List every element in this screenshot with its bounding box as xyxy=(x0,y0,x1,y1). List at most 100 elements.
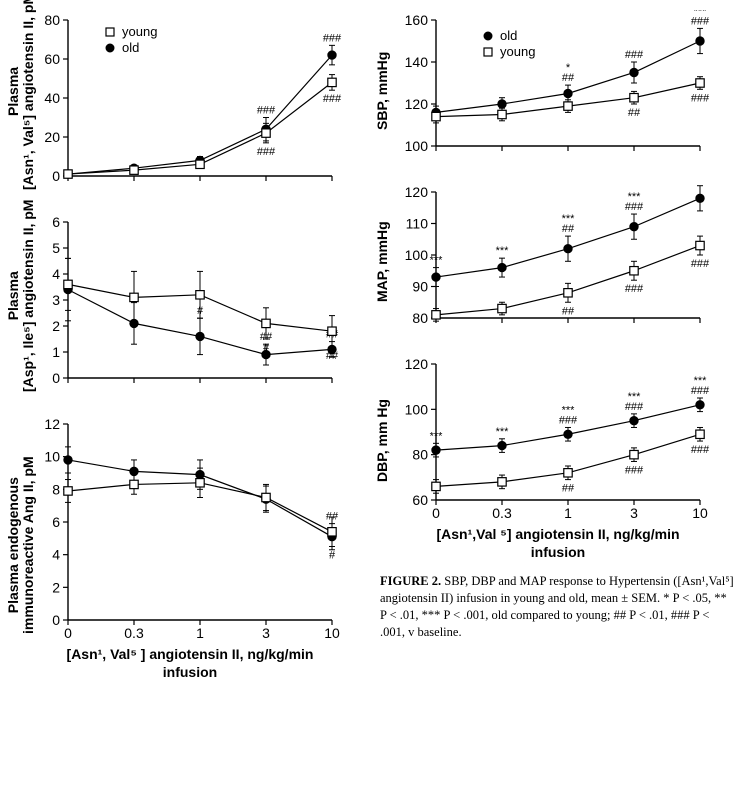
y-axis-label: SBP, mmHg xyxy=(374,52,390,130)
svg-text:80: 80 xyxy=(412,310,428,326)
ylabel-line2: immunoreactive Ang II, pM xyxy=(20,456,36,634)
svg-text:0: 0 xyxy=(64,625,72,641)
svg-text:##: ## xyxy=(326,350,339,362)
svg-text:###: ### xyxy=(625,283,644,295)
svg-text:5: 5 xyxy=(52,240,60,256)
svg-text:10: 10 xyxy=(692,505,708,521)
svg-text:3: 3 xyxy=(262,625,270,641)
svg-text:##: ## xyxy=(562,483,575,495)
svg-text:###: ### xyxy=(257,146,276,158)
left-panel-L1: Plasma[Asn¹, Val⁵] angiotensin II, pM020… xyxy=(10,10,370,200)
figure-page: Plasma[Asn¹, Val⁵] angiotensin II, pM020… xyxy=(0,0,748,790)
svg-text:0: 0 xyxy=(52,370,60,386)
x-axis-label-right: [Asn¹,Val ⁵] angiotensin II, ng/kg/minin… xyxy=(378,526,738,561)
svg-text:young: young xyxy=(122,24,157,39)
y-axis-label: Plasma[Asp¹, Ile⁵] angiotensin II, pM xyxy=(6,200,37,392)
svg-text:120: 120 xyxy=(405,96,429,112)
svg-text:###: ### xyxy=(625,49,644,61)
svg-text:120: 120 xyxy=(405,184,429,200)
svg-text:*: * xyxy=(566,62,571,74)
svg-text:###: ### xyxy=(691,182,710,185)
svg-text:160: 160 xyxy=(405,12,429,28)
svg-text:60: 60 xyxy=(44,51,60,67)
svg-text:140: 140 xyxy=(405,54,429,70)
y-axis-label: MAP, mmHg xyxy=(374,221,390,302)
y-axis-label: Plasma[Asn¹, Val⁵] angiotensin II, pM xyxy=(6,0,37,190)
svg-text:***: *** xyxy=(562,404,576,416)
svg-text:***: *** xyxy=(694,10,708,17)
x-axis-label-left: [Asn¹, Val⁵ ] angiotensin II, ng/kg/mini… xyxy=(10,646,370,681)
svg-text:90: 90 xyxy=(412,279,428,295)
right-panel-R1: SBP, mmHg100120140160oldyoung##*######**… xyxy=(378,10,738,170)
svg-text:old: old xyxy=(500,28,517,43)
svg-text:12: 12 xyxy=(44,416,60,432)
chart-R2: 8090100110120******##***###***###***####… xyxy=(378,182,718,342)
svg-text:###: ### xyxy=(691,444,710,456)
svg-text:***: *** xyxy=(628,391,642,403)
svg-text:###: ### xyxy=(257,105,276,117)
svg-text:3: 3 xyxy=(630,505,638,521)
svg-text:100: 100 xyxy=(405,247,429,263)
svg-text:120: 120 xyxy=(405,356,429,372)
svg-text:0: 0 xyxy=(52,612,60,628)
svg-text:***: *** xyxy=(562,213,576,225)
svg-text:###: ### xyxy=(323,32,342,44)
svg-text:###: ### xyxy=(323,93,342,105)
chart-L2: 0123456######## xyxy=(10,212,350,402)
svg-text:2: 2 xyxy=(52,579,60,595)
ylabel-line1: Plasma xyxy=(5,67,21,116)
caption-lead: FIGURE 2. xyxy=(380,574,441,588)
chart-R3: 608010012000.31310******###***###***###*… xyxy=(378,354,718,524)
chart-R1: 100120140160oldyoung##*######***##### xyxy=(378,10,718,170)
y-axis-label: Plasma endogenousimmunoreactive Ang II, … xyxy=(6,456,37,634)
svg-text:80: 80 xyxy=(44,12,60,28)
svg-text:60: 60 xyxy=(412,492,428,508)
svg-text:0.3: 0.3 xyxy=(492,505,512,521)
svg-text:6: 6 xyxy=(52,514,60,530)
left-panel-L2: Plasma[Asp¹, Ile⁵] angiotensin II, pM012… xyxy=(10,212,370,402)
right-panel-R3: DBP, mm Hg608010012000.31310******###***… xyxy=(378,354,738,561)
svg-text:100: 100 xyxy=(405,401,429,417)
left-panel-L3: Plasma endogenousimmunoreactive Ang II, … xyxy=(10,414,370,681)
y-axis-label: DBP, mm Hg xyxy=(374,399,390,482)
svg-text:80: 80 xyxy=(412,447,428,463)
svg-text:1: 1 xyxy=(52,344,60,360)
svg-text:6: 6 xyxy=(52,214,60,230)
svg-text:***: *** xyxy=(430,255,444,267)
svg-text:110: 110 xyxy=(406,216,429,232)
svg-text:old: old xyxy=(122,40,139,55)
ylabel-line2: [Asp¹, Ile⁵] angiotensin II, pM xyxy=(20,200,36,392)
svg-text:###: ### xyxy=(625,464,644,476)
svg-text:***: *** xyxy=(496,245,510,257)
svg-text:0: 0 xyxy=(432,505,440,521)
svg-text:1: 1 xyxy=(564,505,572,521)
svg-text:***: *** xyxy=(694,375,708,387)
svg-text:0.3: 0.3 xyxy=(124,625,144,641)
ylabel-line2: [Asn¹, Val⁵] angiotensin II, pM xyxy=(20,0,36,190)
svg-text:4: 4 xyxy=(52,547,60,563)
svg-text:8: 8 xyxy=(52,481,60,497)
svg-text:3: 3 xyxy=(52,292,60,308)
svg-text:#: # xyxy=(263,342,270,354)
svg-text:###: ### xyxy=(691,92,710,104)
svg-text:young: young xyxy=(500,44,535,59)
right-panel-R2: MAP, mmHg8090100110120******##***###***#… xyxy=(378,182,738,342)
chart-L3: 02468101200.31310### xyxy=(10,414,350,644)
svg-text:10: 10 xyxy=(44,449,60,465)
left-column: Plasma[Asn¹, Val⁵] angiotensin II, pM020… xyxy=(10,10,370,693)
svg-text:***: *** xyxy=(628,191,642,203)
svg-text:2: 2 xyxy=(52,318,60,334)
svg-text:40: 40 xyxy=(44,90,60,106)
ylabel-line1: Plasma xyxy=(5,271,21,320)
svg-text:20: 20 xyxy=(44,129,60,145)
ylabel-line1: Plasma endogenous xyxy=(5,477,21,613)
svg-text:##: ## xyxy=(562,305,575,317)
right-column: SBP, mmHg100120140160oldyoung##*######**… xyxy=(378,10,738,641)
svg-text:###: ### xyxy=(691,258,710,270)
svg-text:1: 1 xyxy=(196,625,204,641)
svg-text:4: 4 xyxy=(52,266,60,282)
svg-text:0: 0 xyxy=(52,168,60,184)
svg-text:##: ## xyxy=(628,107,641,119)
figure-caption: FIGURE 2. SBP, DBP and MAP response to H… xyxy=(378,573,738,641)
svg-text:***: *** xyxy=(430,430,444,442)
